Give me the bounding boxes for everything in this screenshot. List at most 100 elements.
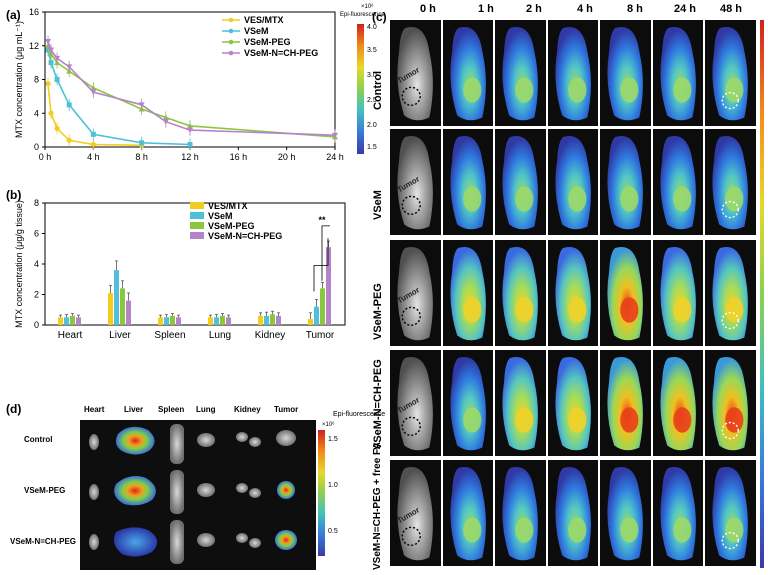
mouse-image: [502, 466, 538, 561]
series-line: [47, 83, 142, 147]
row-label-free-fa: VSeM-N=CH-PEG + free FA: [372, 442, 383, 570]
sig-bracket: [313, 238, 329, 292]
organ-spleen: [170, 520, 184, 564]
signal-hotspot: [567, 77, 586, 103]
y-axis-label: MTX concentration (μg mL⁻¹): [14, 21, 24, 138]
mouse-image: [607, 135, 643, 230]
data-point: [90, 131, 96, 137]
mouse-body: [502, 466, 538, 561]
mouse-image: [449, 466, 486, 561]
mouse-body: [712, 26, 748, 121]
bar: [158, 317, 163, 325]
bar: [314, 306, 319, 325]
colorbar-a-title: Epi-fluorescence: [340, 12, 385, 18]
data-point: [139, 140, 145, 146]
mouse-body: [659, 356, 696, 451]
mouse-image: [712, 246, 748, 341]
mouse-body: [397, 26, 433, 121]
mouse-image: Tumor: [396, 356, 433, 451]
bar: [76, 317, 81, 325]
y-tick-label: 0: [34, 320, 39, 330]
data-point: [48, 110, 54, 116]
mouse-image: [659, 466, 696, 561]
mouse-image: [712, 466, 748, 561]
mouse-image: [502, 135, 538, 230]
mouse-body: [659, 466, 696, 561]
signal-hotspot: [725, 297, 744, 323]
panel-label-c: (c): [372, 10, 387, 24]
colorbar-c: [760, 20, 764, 568]
organ-liver: [114, 527, 158, 557]
signal-hotspot: [725, 517, 744, 543]
mouse-body: [397, 466, 433, 561]
bar: [108, 292, 113, 325]
y-tick-label: 6: [34, 229, 39, 239]
organ-lung: [197, 483, 215, 497]
x-tick-label: 24 h: [326, 152, 344, 162]
chart-a: 0 4 8 12 16 0 h 4 h 8 h 12 h 16 h 20 h 24 h MTX conc…: [14, 7, 344, 162]
mouse-body: [449, 26, 486, 121]
panel-d-row-label: VSeM-PEG: [24, 486, 66, 495]
colorbar-a-tick: 2.5: [367, 97, 377, 104]
mouse-image-cell: [652, 460, 703, 566]
signal-hotspot: [515, 407, 534, 433]
mouse-image: [554, 466, 591, 561]
mouse-body: [712, 356, 748, 451]
organ-kidney: [236, 483, 248, 493]
y-tick-label: 0: [34, 142, 39, 152]
legend-marker: [228, 17, 234, 23]
legend-label: VSeM-N=CH-PEG: [208, 231, 282, 241]
mouse-body: [712, 466, 748, 561]
colorbar-a-tick: 4.0: [367, 24, 377, 31]
organ-label: Heart: [84, 405, 105, 414]
y-tick-label: 12: [29, 41, 39, 51]
mouse-image-cell: [600, 460, 651, 566]
colorbar-a-tick: 2.0: [367, 122, 377, 129]
mouse-image: [449, 26, 486, 121]
mouse-body: [502, 356, 538, 451]
x-tick-label: 8 h: [135, 152, 148, 162]
bar: [58, 317, 63, 325]
mouse-body: [502, 246, 538, 341]
mouse-image-cell: [442, 20, 493, 126]
mouse-image-cell: [600, 129, 651, 235]
mouse-image: [554, 246, 591, 341]
row-label-wrap: VSeM: [372, 190, 392, 220]
mouse-image-cell: [600, 240, 651, 346]
bar: [170, 315, 175, 325]
category-label: Liver: [109, 330, 131, 341]
mouse-image-cell: [547, 350, 598, 456]
signal-hotspot: [567, 297, 586, 323]
signal-hotspot: [620, 186, 639, 212]
organ-spleen: [170, 470, 184, 514]
mouse-image-cell: [442, 460, 493, 566]
organ-tumor: [276, 430, 296, 446]
legend-swatch: [190, 222, 204, 229]
mouse-image-cell: [705, 460, 756, 566]
mouse-image-cell: [495, 129, 546, 235]
tumor-circle: [401, 306, 421, 327]
colorbar-a-tick: 3.5: [367, 47, 377, 54]
panel-d-row-label: VSeM-N=CH-PEG: [10, 537, 77, 546]
signal-hotspot: [725, 77, 744, 103]
panel-d-image: [80, 420, 316, 570]
mouse-image-cell: [442, 350, 493, 456]
mouse-image: [554, 26, 591, 121]
data-point: [45, 81, 51, 87]
bar: [320, 288, 325, 325]
organ-kidney: [249, 437, 261, 447]
mouse-image: [712, 356, 748, 451]
legend-label: VSeM-N=CH-PEG: [244, 48, 318, 58]
mouse-body: [449, 466, 486, 561]
panel-c-grid: Control VSeM VSeM-PEG VSeM-N=CH-PEG VSeM…: [372, 20, 760, 572]
timepoint-label: 0 h: [420, 3, 436, 15]
tumor-circle: [401, 195, 421, 216]
tumor-circle: [721, 200, 739, 219]
sig-annotation: **: [318, 215, 326, 225]
organ-heart: [89, 534, 99, 550]
signal-hotspot: [620, 407, 639, 433]
mouse-image: [449, 246, 486, 341]
panel-label-d: (d): [6, 402, 22, 416]
legend-label: VSeM: [208, 211, 233, 221]
colorbar-d-title: Epi-fluorescence: [333, 411, 386, 418]
